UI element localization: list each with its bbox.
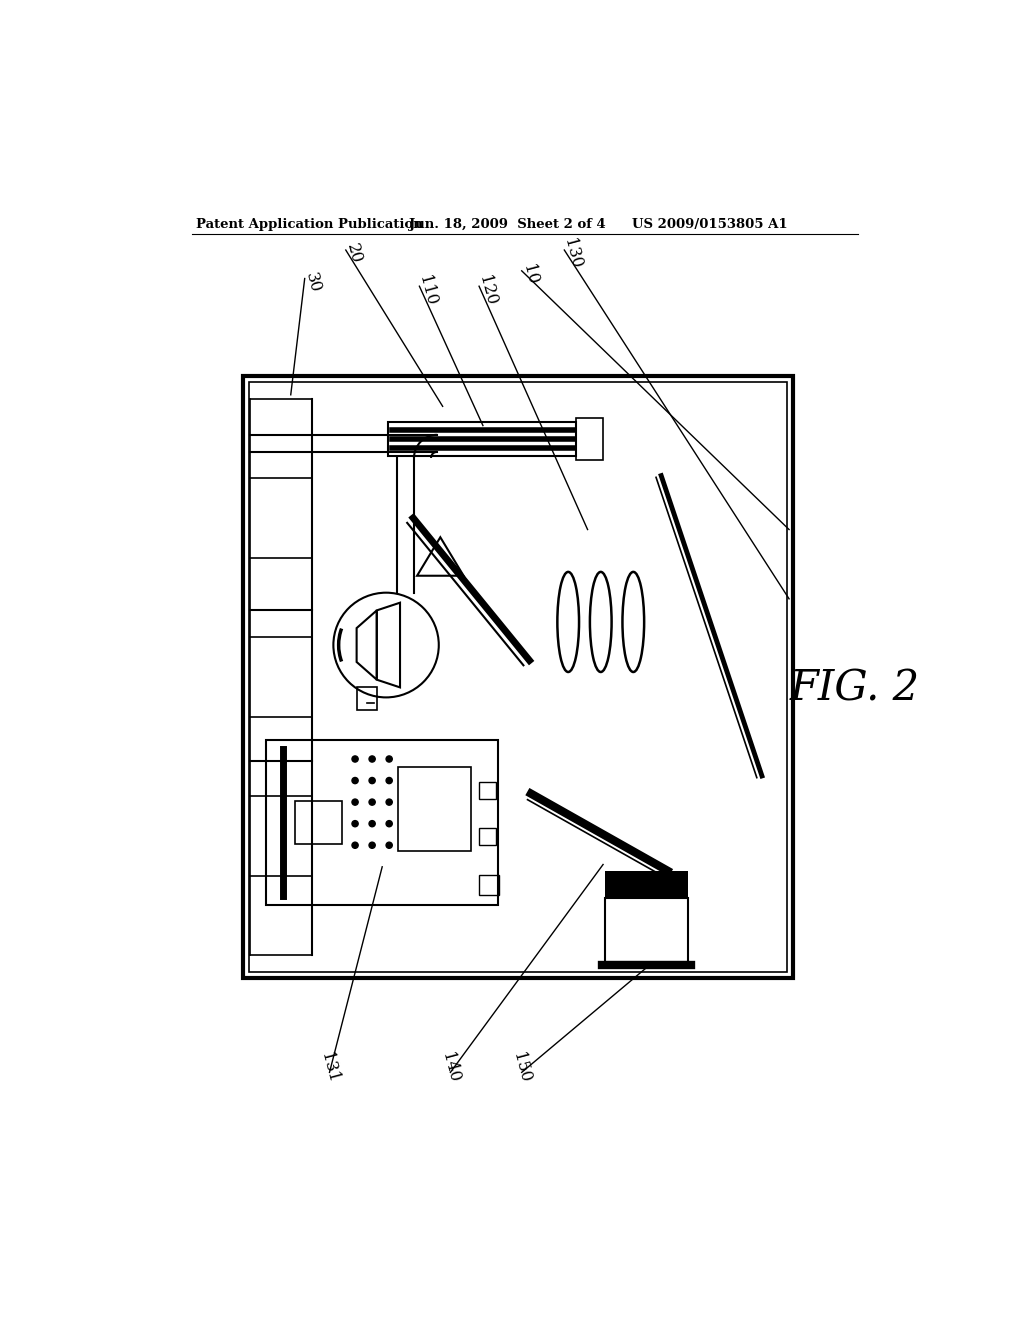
Text: 150: 150 xyxy=(510,1051,534,1085)
Text: Jun. 18, 2009  Sheet 2 of 4: Jun. 18, 2009 Sheet 2 of 4 xyxy=(409,218,605,231)
Circle shape xyxy=(386,777,392,784)
Bar xyxy=(479,781,496,799)
Text: 110: 110 xyxy=(416,273,439,308)
Bar xyxy=(479,875,500,895)
Bar xyxy=(605,871,688,898)
Circle shape xyxy=(352,821,358,826)
Text: 30: 30 xyxy=(302,271,324,294)
Text: FIG. 2: FIG. 2 xyxy=(790,668,920,710)
Circle shape xyxy=(386,842,392,849)
Text: 20: 20 xyxy=(343,242,365,265)
Bar xyxy=(266,739,499,906)
Bar xyxy=(295,801,342,843)
Text: US 2009/0153805 A1: US 2009/0153805 A1 xyxy=(632,218,787,231)
Circle shape xyxy=(386,799,392,805)
Bar xyxy=(605,898,688,961)
Circle shape xyxy=(352,777,358,784)
Bar xyxy=(243,376,793,978)
Bar xyxy=(388,422,575,457)
Text: Patent Application Publication: Patent Application Publication xyxy=(197,218,423,231)
Text: 131: 131 xyxy=(317,1051,342,1085)
Circle shape xyxy=(386,756,392,762)
Circle shape xyxy=(369,756,375,762)
Bar xyxy=(575,418,603,461)
Text: 120: 120 xyxy=(475,273,500,308)
Circle shape xyxy=(369,842,375,849)
Text: 130: 130 xyxy=(560,238,585,271)
Circle shape xyxy=(352,756,358,762)
Text: 10: 10 xyxy=(519,263,541,286)
Circle shape xyxy=(369,799,375,805)
Bar xyxy=(249,381,786,973)
Text: 140: 140 xyxy=(438,1051,463,1085)
Circle shape xyxy=(352,842,358,849)
Bar xyxy=(356,688,377,710)
Bar xyxy=(479,829,496,845)
Bar xyxy=(397,767,471,851)
Circle shape xyxy=(386,821,392,826)
Circle shape xyxy=(369,821,375,826)
Circle shape xyxy=(369,777,375,784)
Circle shape xyxy=(352,799,358,805)
